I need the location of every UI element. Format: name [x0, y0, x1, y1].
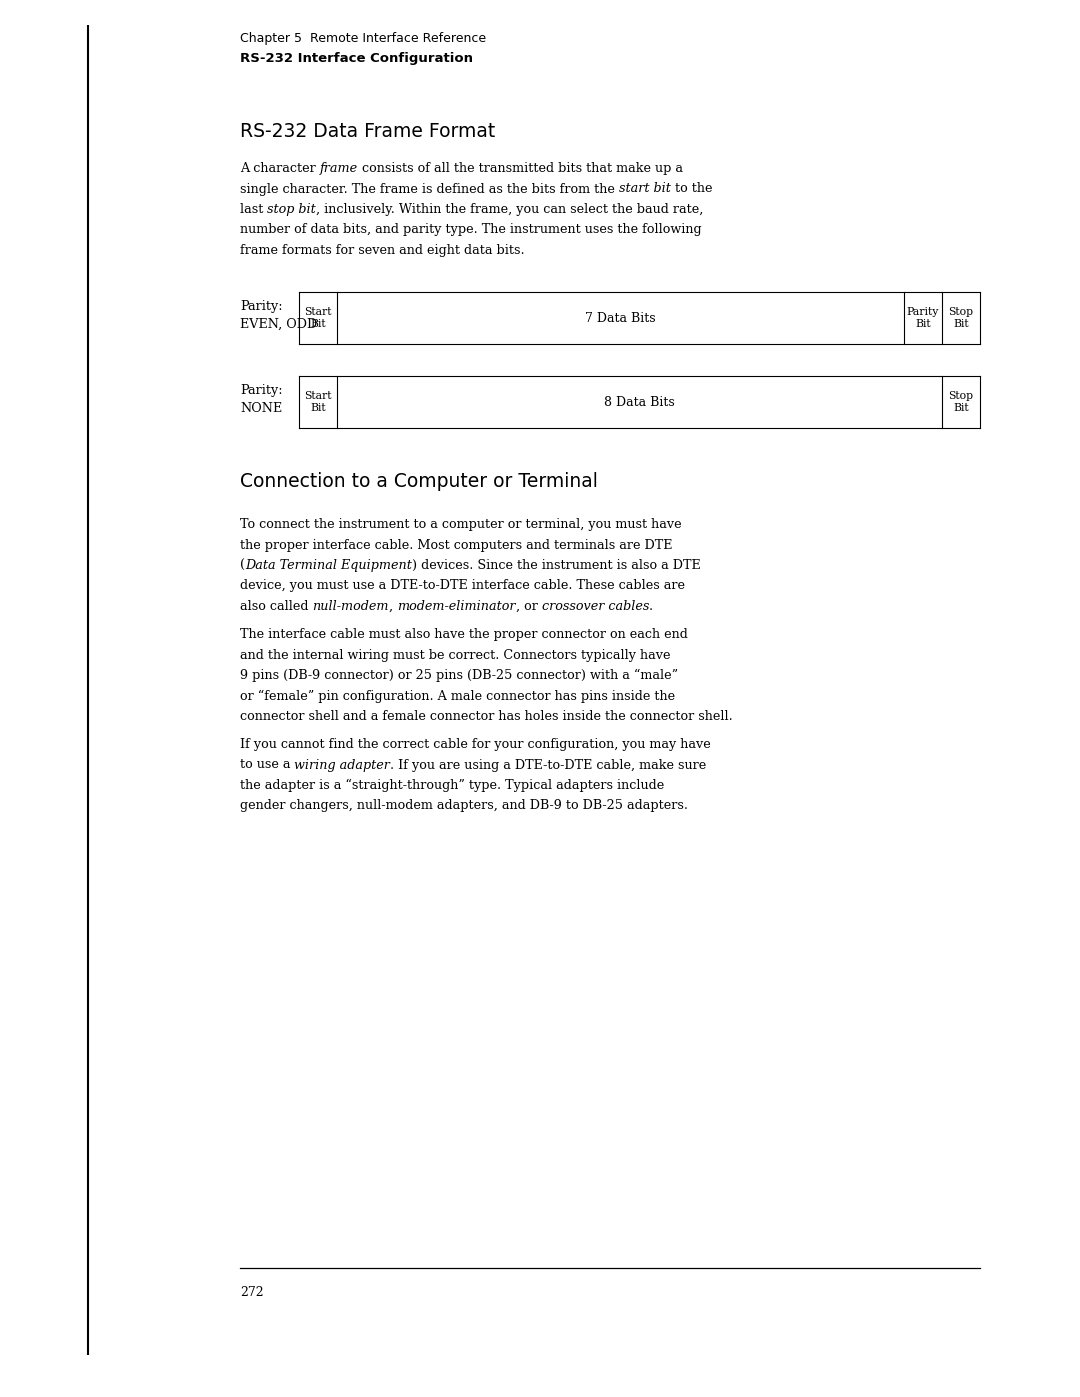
Text: EVEN, ODD: EVEN, ODD — [240, 319, 318, 331]
Text: the adapter is a “straight-through” type. Typical adapters include: the adapter is a “straight-through” type… — [240, 780, 664, 792]
Text: Chapter 5  Remote Interface Reference: Chapter 5 Remote Interface Reference — [240, 32, 486, 45]
Text: RS-232 Interface Configuration: RS-232 Interface Configuration — [240, 52, 473, 66]
Text: consists of all the transmitted bits that make up a: consists of all the transmitted bits tha… — [357, 162, 683, 175]
Text: A character: A character — [240, 162, 320, 175]
Text: the proper interface cable. Most computers and terminals are DTE: the proper interface cable. Most compute… — [240, 538, 673, 552]
Text: Parity:: Parity: — [240, 300, 283, 313]
Text: to the: to the — [671, 183, 712, 196]
Text: modem-eliminator: modem-eliminator — [397, 599, 515, 613]
Text: null-modem: null-modem — [312, 599, 389, 613]
Text: connector shell and a female connector has holes inside the connector shell.: connector shell and a female connector h… — [240, 710, 732, 724]
Text: 8 Data Bits: 8 Data Bits — [604, 395, 675, 408]
Text: Data Terminal Equipment: Data Terminal Equipment — [245, 559, 411, 571]
Text: Connection to a Computer or Terminal: Connection to a Computer or Terminal — [240, 472, 598, 490]
Text: to use a: to use a — [240, 759, 295, 771]
Text: ) devices. Since the instrument is also a DTE: ) devices. Since the instrument is also … — [411, 559, 701, 571]
Text: The interface cable must also have the proper connector on each end: The interface cable must also have the p… — [240, 629, 688, 641]
Text: 7 Data Bits: 7 Data Bits — [585, 312, 656, 324]
Text: NONE: NONE — [240, 402, 282, 415]
Text: Parity:: Parity: — [240, 384, 283, 397]
Text: also called: also called — [240, 599, 312, 613]
Text: start bit: start bit — [619, 183, 671, 196]
Text: frame formats for seven and eight data bits.: frame formats for seven and eight data b… — [240, 244, 525, 257]
Text: If you cannot find the correct cable for your configuration, you may have: If you cannot find the correct cable for… — [240, 738, 711, 752]
Text: 272: 272 — [240, 1287, 264, 1299]
Text: number of data bits, and parity type. The instrument uses the following: number of data bits, and parity type. Th… — [240, 224, 702, 236]
Text: crossover cables: crossover cables — [541, 599, 649, 613]
Text: 9 pins (DB-9 connector) or 25 pins (DB-25 connector) with a “male”: 9 pins (DB-9 connector) or 25 pins (DB-2… — [240, 669, 678, 682]
Text: device, you must use a DTE-to-DTE interface cable. These cables are: device, you must use a DTE-to-DTE interf… — [240, 580, 685, 592]
Text: Start
Bit: Start Bit — [305, 391, 332, 412]
Text: single character. The frame is defined as the bits from the: single character. The frame is defined a… — [240, 183, 619, 196]
Text: To connect the instrument to a computer or terminal, you must have: To connect the instrument to a computer … — [240, 518, 681, 531]
Text: . If you are using a DTE-to-DTE cable, make sure: . If you are using a DTE-to-DTE cable, m… — [390, 759, 706, 771]
Text: Start
Bit: Start Bit — [305, 307, 332, 328]
Text: wiring adapter: wiring adapter — [295, 759, 390, 771]
Text: RS-232 Data Frame Format: RS-232 Data Frame Format — [240, 122, 496, 141]
Text: ,: , — [389, 599, 397, 613]
Text: , inclusively. Within the frame, you can select the baud rate,: , inclusively. Within the frame, you can… — [316, 203, 703, 217]
Text: .: . — [649, 599, 653, 613]
Text: and the internal wiring must be correct. Connectors typically have: and the internal wiring must be correct.… — [240, 648, 671, 662]
Text: frame: frame — [320, 162, 357, 175]
Text: gender changers, null-modem adapters, and DB-9 to DB-25 adapters.: gender changers, null-modem adapters, an… — [240, 799, 688, 813]
Text: , or: , or — [515, 599, 541, 613]
Text: stop bit: stop bit — [268, 203, 316, 217]
Text: (: ( — [240, 559, 245, 571]
Text: or “female” pin configuration. A male connector has pins inside the: or “female” pin configuration. A male co… — [240, 690, 675, 703]
Text: last: last — [240, 203, 268, 217]
Text: Parity
Bit: Parity Bit — [907, 307, 940, 328]
Text: Stop
Bit: Stop Bit — [948, 391, 973, 412]
Text: Stop
Bit: Stop Bit — [948, 307, 973, 328]
